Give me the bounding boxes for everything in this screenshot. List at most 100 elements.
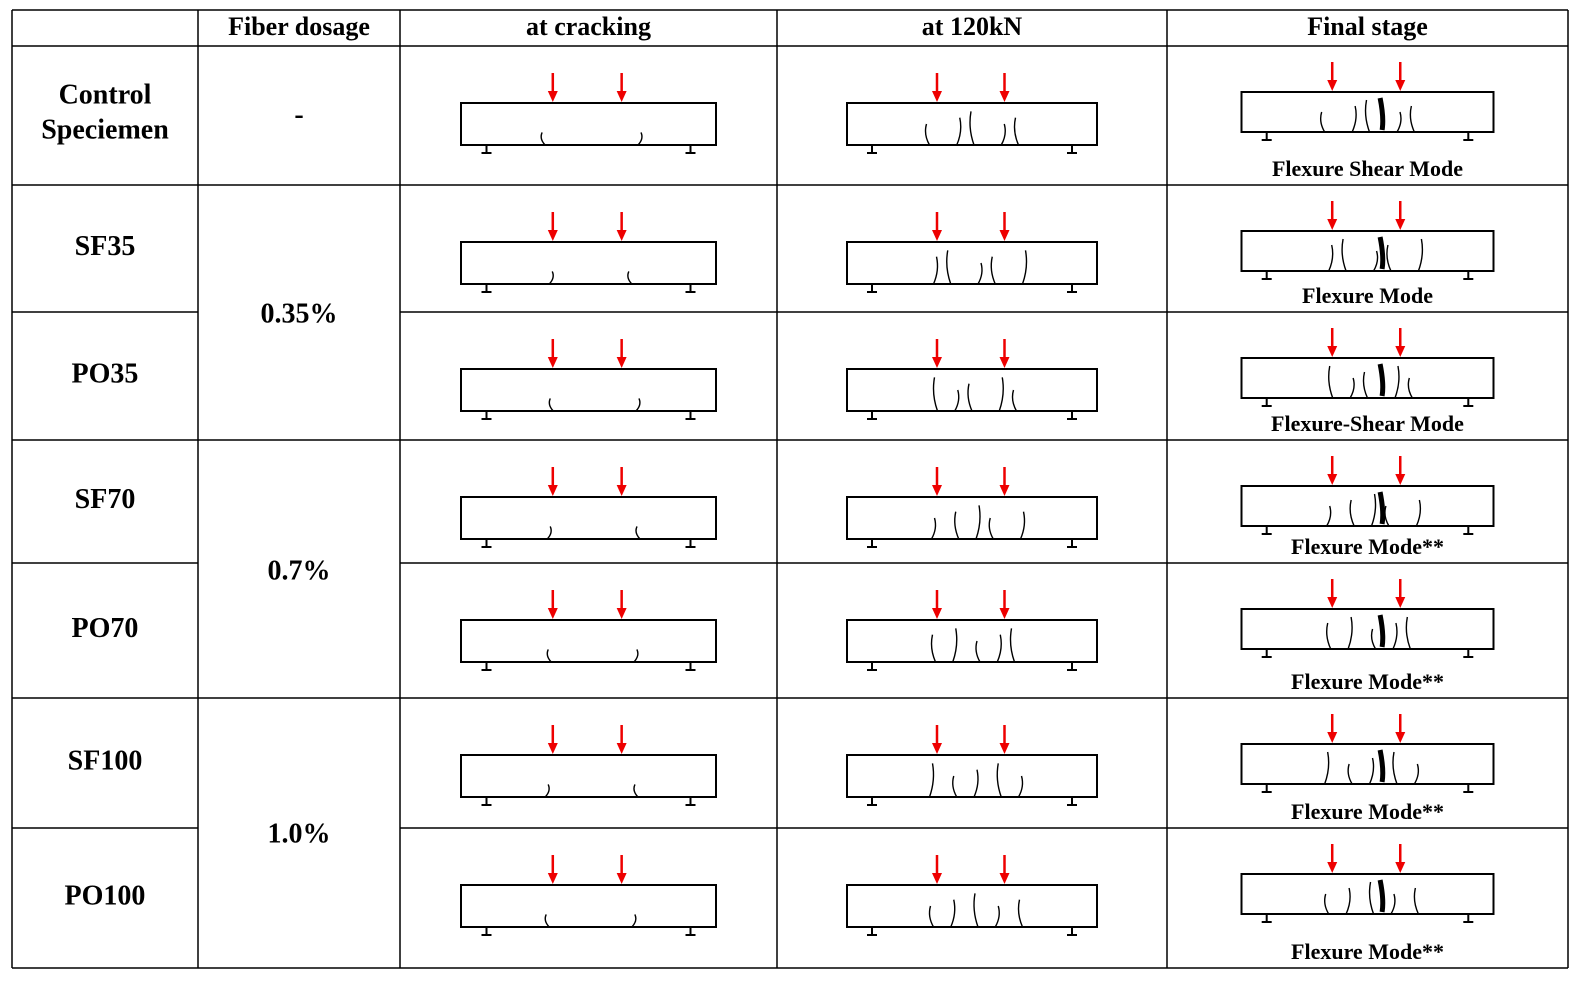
beam (461, 885, 716, 927)
crack (545, 914, 549, 927)
beam (1242, 744, 1494, 784)
support (482, 539, 492, 547)
crack (955, 512, 959, 539)
beam-sketch (1242, 328, 1494, 406)
crack (634, 649, 638, 662)
arrow-head (617, 230, 627, 241)
support (1463, 271, 1473, 279)
arrow-head (1395, 219, 1405, 230)
crack (547, 649, 551, 662)
arrow-head (932, 743, 942, 754)
crack (1374, 251, 1378, 271)
beam-sketch (1242, 62, 1494, 140)
arrow-head (1000, 743, 1010, 754)
arrow-head (1000, 91, 1010, 102)
beam (847, 755, 1097, 797)
crack (1327, 506, 1331, 526)
major-crack (1380, 98, 1383, 130)
support (482, 411, 492, 419)
arrow-head (1327, 219, 1337, 230)
arrow-head (1000, 485, 1010, 496)
arrow-head (1395, 80, 1405, 91)
support (1067, 539, 1077, 547)
beam-sketch (847, 467, 1097, 547)
crack (930, 763, 934, 797)
crack (549, 398, 553, 411)
arrow-head (548, 357, 558, 368)
beam-sketch (847, 855, 1097, 935)
crack (1348, 617, 1352, 649)
crack (953, 776, 957, 797)
crack (1408, 378, 1412, 398)
beam-sketch (1242, 456, 1494, 534)
crack (1397, 112, 1401, 132)
arrow-head (617, 485, 627, 496)
support (1262, 526, 1272, 534)
arrow-head (932, 91, 942, 102)
major-crack (1380, 364, 1383, 396)
support (686, 662, 696, 670)
support (867, 797, 877, 805)
specimen-label: PO70 (72, 613, 139, 644)
table-figure: Fiber dosageat crackingat 120kNFinal sta… (0, 0, 1595, 985)
arrow-head (617, 608, 627, 619)
support (1262, 132, 1272, 140)
column-header: at cracking (526, 12, 651, 41)
crack (1395, 366, 1399, 398)
crack (1372, 494, 1376, 526)
major-crack (1380, 615, 1383, 647)
beam (461, 620, 716, 662)
crack (955, 390, 959, 411)
crack (1387, 245, 1391, 271)
arrow-head (1395, 862, 1405, 873)
beam (1242, 231, 1494, 271)
failure-mode: Flexure Mode** (1291, 669, 1444, 694)
crack (930, 906, 934, 927)
crack (947, 250, 951, 284)
crack (976, 641, 980, 662)
crack (1416, 500, 1420, 526)
beam (847, 497, 1097, 539)
beam (847, 885, 1097, 927)
support (686, 145, 696, 153)
beam-sketch (847, 590, 1097, 670)
crack (1348, 764, 1352, 784)
crack (545, 784, 549, 797)
arrow-head (548, 485, 558, 496)
crack (926, 124, 930, 145)
arrow-head (617, 357, 627, 368)
column-header: Fiber dosage (228, 12, 370, 41)
arrow-head (548, 608, 558, 619)
column-header: at 120kN (922, 12, 1023, 41)
arrow-head (1395, 474, 1405, 485)
beam-sketch (847, 339, 1097, 419)
beam (461, 497, 716, 539)
support (482, 797, 492, 805)
crack (934, 257, 938, 284)
support (686, 927, 696, 935)
crack (638, 132, 642, 145)
support (1262, 398, 1272, 406)
crack (1372, 629, 1376, 649)
crack (932, 635, 936, 662)
crack (1393, 752, 1397, 784)
beam-sketch (1242, 714, 1494, 792)
crack (549, 271, 553, 284)
beam (1242, 358, 1494, 398)
support (1262, 784, 1272, 792)
beam-sketch (847, 73, 1097, 153)
fiber-dosage: 1.0% (268, 818, 331, 849)
fiber-dosage: 0.7% (268, 555, 331, 586)
beam (1242, 486, 1494, 526)
crack (1325, 894, 1329, 914)
arrow-head (548, 873, 558, 884)
arrow-head (932, 230, 942, 241)
crack (957, 118, 961, 145)
crack (1019, 776, 1023, 797)
failure-mode: Flexure-Shear Mode (1271, 411, 1464, 436)
crack (1321, 112, 1325, 132)
arrow-head (1000, 873, 1010, 884)
crack (1410, 106, 1414, 132)
crack (1385, 506, 1389, 526)
support (1463, 649, 1473, 657)
